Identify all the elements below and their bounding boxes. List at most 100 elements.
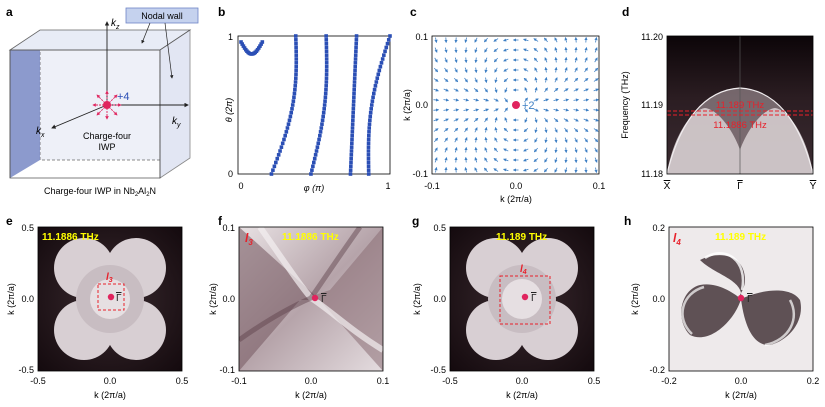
wilson-marker-111 bbox=[351, 103, 356, 107]
wilson-marker-124 bbox=[349, 153, 354, 157]
wilson-marker-113 bbox=[351, 110, 355, 115]
wilson-marker-2 bbox=[241, 44, 246, 48]
wilson-marker-145 bbox=[371, 91, 376, 96]
wilson-marker-156 bbox=[367, 133, 371, 138]
vector-arrow-175 bbox=[554, 127, 558, 133]
vector-arrow-23 bbox=[443, 128, 449, 132]
xtick-h-1: 0.0 bbox=[735, 376, 748, 386]
wilson-marker-164 bbox=[366, 164, 371, 169]
vector-arrow-77 bbox=[483, 108, 489, 112]
wilson-marker-72 bbox=[323, 95, 328, 100]
vector-arrow-89 bbox=[494, 87, 498, 94]
ylabel-f: k (2π/a) bbox=[208, 283, 218, 315]
vector-arrow-108 bbox=[503, 138, 509, 142]
wilson-marker-42 bbox=[286, 122, 291, 126]
vector-arrow-86 bbox=[493, 57, 498, 63]
wilson-marker-130 bbox=[388, 34, 392, 38]
vector-arrow-57 bbox=[474, 47, 478, 53]
vector-arrow-146 bbox=[534, 117, 538, 124]
vector-arrow-210 bbox=[584, 57, 588, 63]
wilson-marker-148 bbox=[369, 103, 374, 107]
wilson-marker-160 bbox=[366, 149, 371, 153]
ylabel-h: k (2π/a) bbox=[630, 283, 640, 315]
vector-arrow-107 bbox=[503, 127, 509, 133]
xlabel-c: k (2π/a) bbox=[500, 194, 532, 204]
ytick-c-0: 0.1 bbox=[415, 32, 428, 42]
vector-arrow-111 bbox=[503, 168, 509, 172]
vector-arrow-218 bbox=[584, 137, 588, 143]
wilson-marker-82 bbox=[318, 133, 322, 138]
wilson-loop-curves bbox=[239, 34, 392, 176]
wilson-marker-95 bbox=[354, 41, 359, 46]
wilson-marker-149 bbox=[369, 107, 373, 111]
wilson-marker-24 bbox=[294, 53, 299, 57]
panel-label-a: a bbox=[6, 5, 13, 19]
vector-arrow-92 bbox=[494, 116, 498, 123]
vector-arrow-62 bbox=[473, 98, 480, 102]
vector-arrow-72 bbox=[484, 57, 488, 63]
kx-label: kx bbox=[36, 126, 45, 139]
xlabel-g: k (2π/a) bbox=[506, 390, 538, 400]
vector-arrow-233 bbox=[594, 147, 598, 153]
vector-arrow-98 bbox=[503, 38, 509, 42]
xtick-b-0: 0 bbox=[238, 181, 243, 191]
wilson-marker-80 bbox=[319, 126, 324, 130]
ytick-h-0: 0.2 bbox=[652, 223, 665, 233]
vector-arrow-209 bbox=[584, 46, 588, 53]
xtick-g-1: 0.0 bbox=[516, 376, 529, 386]
wilson-marker-38 bbox=[290, 107, 294, 111]
wilson-marker-118 bbox=[350, 130, 355, 134]
xtick-e-2: 0.5 bbox=[176, 376, 189, 386]
panel-label-h: h bbox=[624, 214, 631, 228]
vector-arrow-21 bbox=[443, 108, 450, 112]
panel-label-f: f bbox=[218, 214, 223, 228]
wilson-marker-51 bbox=[275, 156, 280, 161]
wilson-marker-23 bbox=[294, 49, 298, 54]
ytick-e-2: -0.5 bbox=[18, 365, 34, 375]
vector-arrow-183 bbox=[564, 67, 568, 73]
vector-arrow-152 bbox=[543, 37, 548, 43]
vector-arrow-93 bbox=[494, 126, 498, 133]
vector-arrow-58 bbox=[474, 57, 478, 64]
fermi-arc-e bbox=[54, 238, 166, 360]
wilson-marker-131 bbox=[386, 38, 391, 42]
wilson-marker-128 bbox=[348, 168, 353, 172]
wilson-marker-60 bbox=[324, 49, 329, 54]
wilson-marker-47 bbox=[280, 141, 285, 146]
wilson-marker-97 bbox=[354, 49, 358, 54]
vector-arrow-231 bbox=[593, 128, 599, 132]
vector-arrow-53 bbox=[464, 146, 468, 153]
vector-arrow-160 bbox=[544, 117, 548, 123]
wilson-marker-79 bbox=[320, 122, 324, 126]
vector-arrow-110 bbox=[503, 158, 509, 162]
vector-arrow-170 bbox=[554, 77, 558, 83]
vector-arrow-87 bbox=[494, 67, 498, 73]
panel-a-caption: Charge-four IWP in Nb2Al2N bbox=[44, 186, 156, 198]
wilson-marker-90 bbox=[311, 164, 315, 169]
vector-arrow-125 bbox=[523, 48, 529, 52]
spectrum-arc-left bbox=[667, 108, 740, 174]
vector-arrow-42 bbox=[464, 37, 468, 44]
wilson-marker-37 bbox=[290, 103, 295, 107]
vector-arrow-201 bbox=[573, 108, 580, 112]
wilson-marker-61 bbox=[324, 53, 329, 57]
panel-g: g 11.189 THz l4 Γ 0.5 0.0 -0.5 -0.5 0.0 … bbox=[412, 214, 600, 400]
ytick-e-1: 0.0 bbox=[21, 294, 34, 304]
vector-arrow-1 bbox=[434, 47, 438, 53]
vector-arrow-141 bbox=[534, 67, 538, 73]
panel-b: b 1 0 0 1 θ (2π) φ (π) bbox=[218, 5, 392, 193]
vector-arrow-66 bbox=[474, 136, 478, 143]
vector-arrow-179 bbox=[554, 167, 558, 173]
vector-arrow-56 bbox=[474, 37, 478, 43]
wilson-marker-141 bbox=[375, 76, 380, 80]
panel-label-g: g bbox=[412, 214, 419, 228]
vector-arrow-190 bbox=[564, 137, 568, 143]
vector-arrow-73 bbox=[484, 67, 488, 74]
vector-arrow-136 bbox=[523, 158, 529, 162]
vector-arrow-224 bbox=[594, 57, 598, 63]
wilson-marker-22 bbox=[294, 45, 298, 50]
wilson-marker-165 bbox=[366, 168, 371, 172]
xlabel-h: k (2π/a) bbox=[725, 390, 757, 400]
wilson-marker-76 bbox=[321, 110, 326, 115]
wilson-marker-133 bbox=[384, 45, 389, 50]
